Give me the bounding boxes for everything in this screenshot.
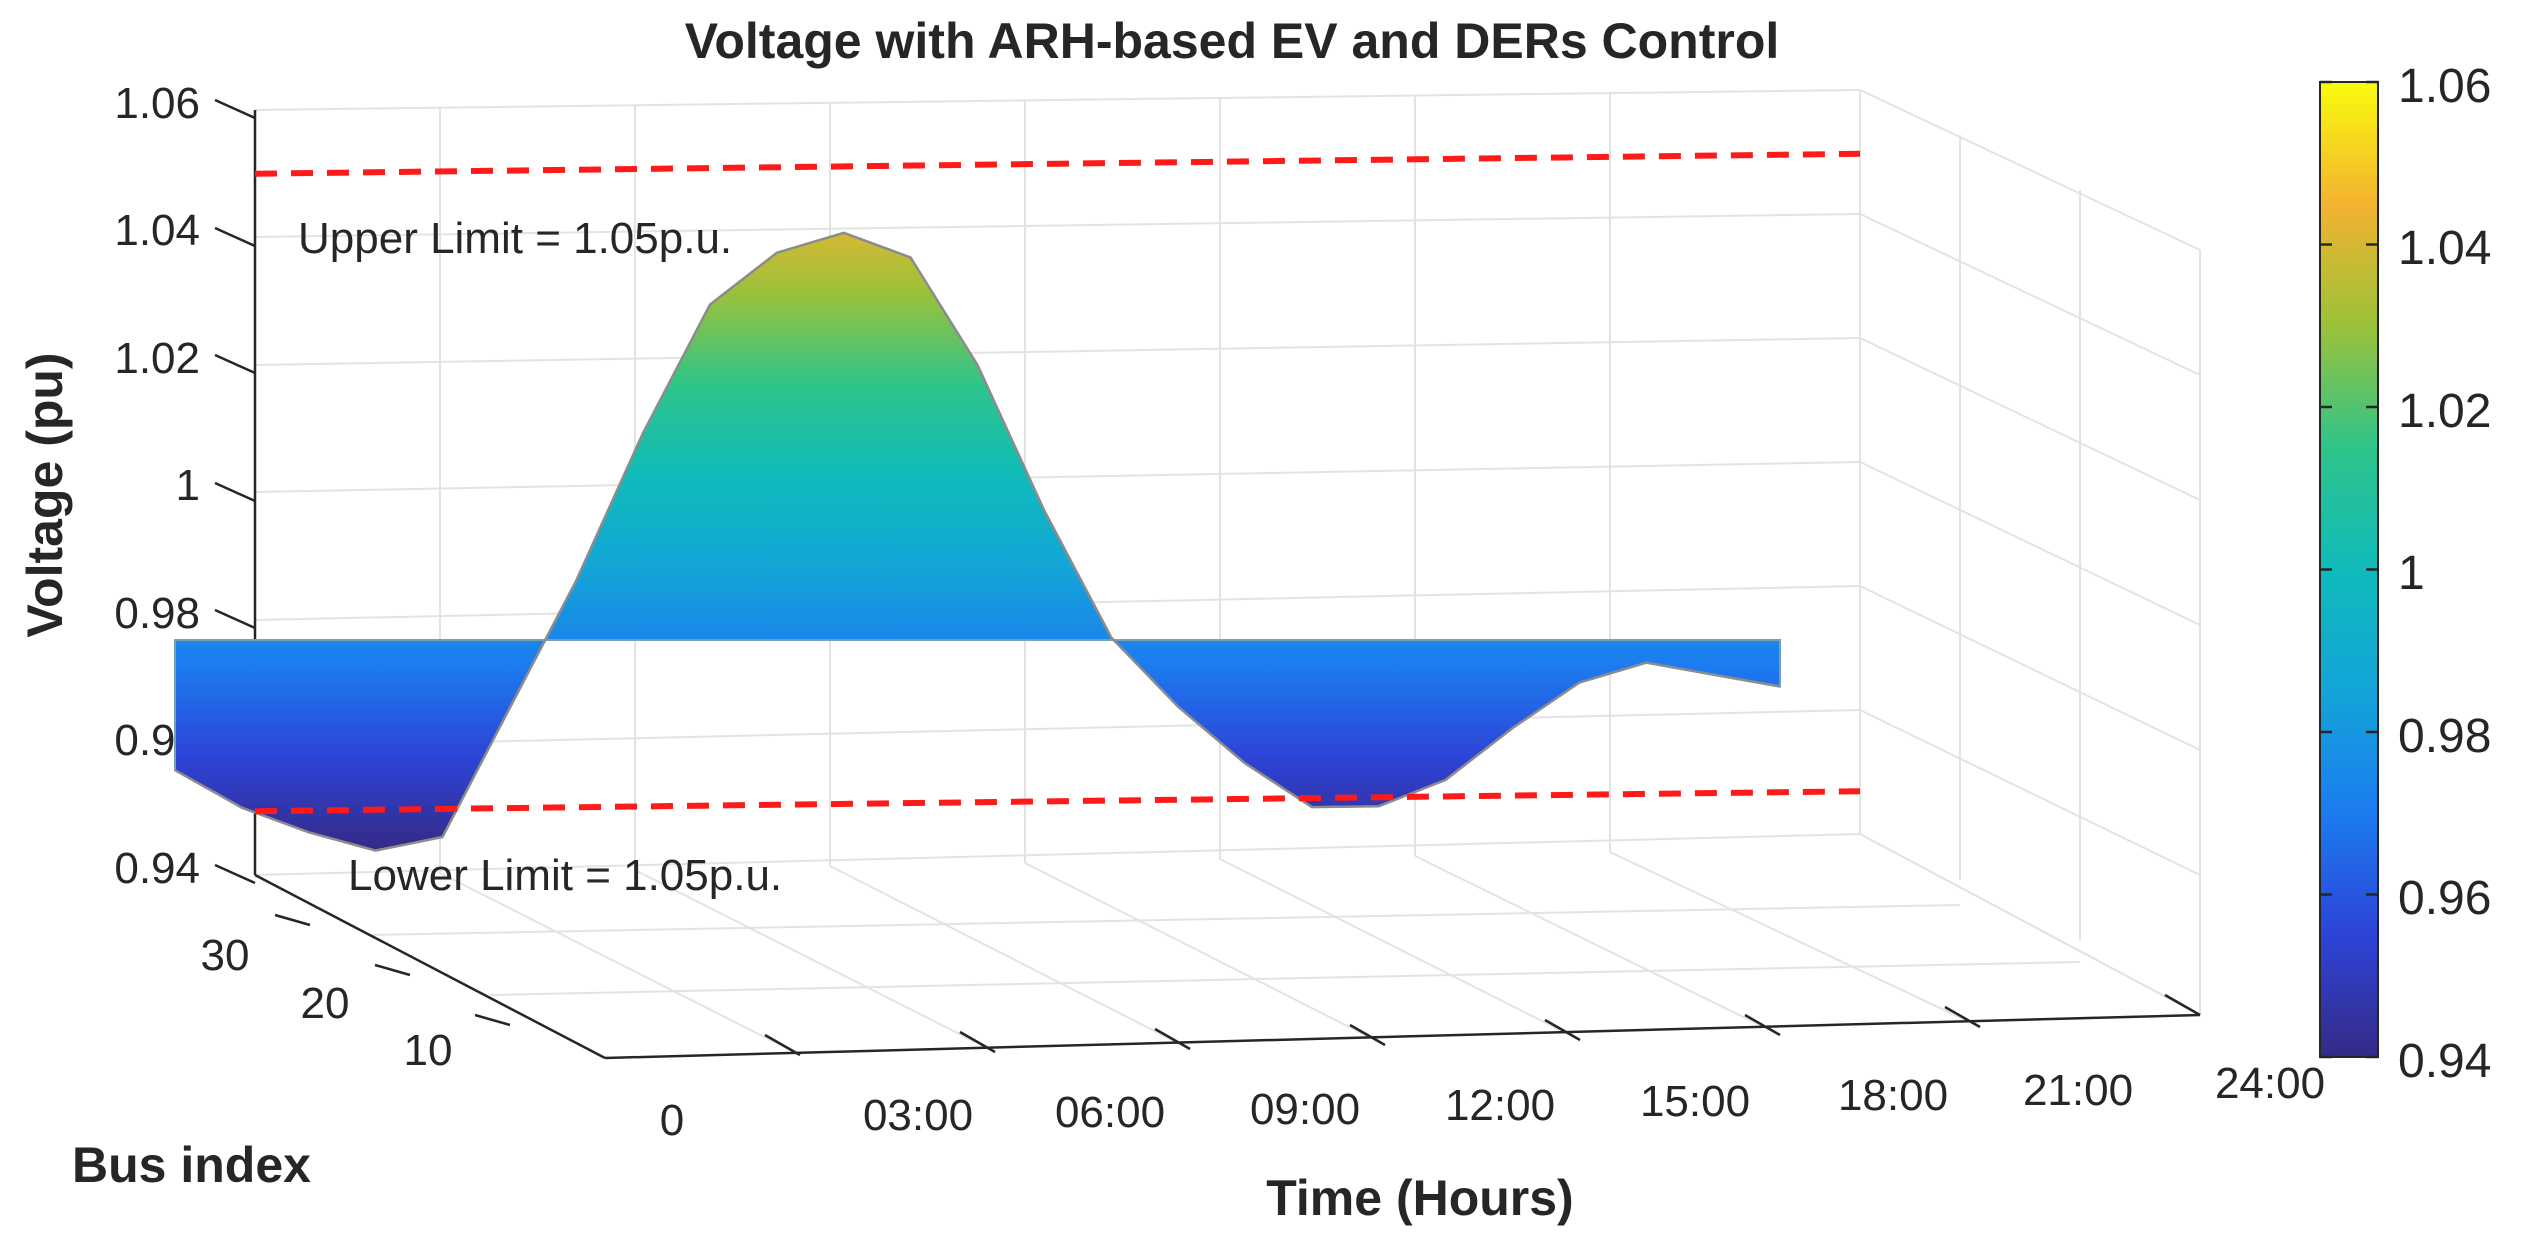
x-tick-label: 12:00 bbox=[1445, 1081, 1555, 1130]
z-tick-label: 1.04 bbox=[114, 206, 200, 255]
z-tick-label: 0.94 bbox=[114, 844, 200, 893]
z-tick-labels: 1.06 1.04 1.02 1 0.98 0.96 0.94 bbox=[114, 79, 200, 893]
y-tick-labels: 10 20 30 bbox=[201, 931, 453, 1075]
x-tick-label: 09:00 bbox=[1250, 1085, 1360, 1134]
voltage-surface bbox=[174, 231, 1781, 852]
surface-mesh-line bbox=[174, 231, 1781, 852]
y-tick-label: 20 bbox=[301, 979, 350, 1028]
x-tick-label: 03:00 bbox=[863, 1091, 973, 1140]
back-wall-grid bbox=[254, 89, 1861, 876]
chart-title: Voltage with ARH-based EV and DERs Contr… bbox=[685, 13, 1780, 69]
y-tick-marks bbox=[274, 913, 511, 1027]
x-tick-label: 15:00 bbox=[1640, 1077, 1750, 1126]
upper-limit-line bbox=[254, 150, 1861, 177]
z-tick-label: 1.02 bbox=[114, 334, 200, 383]
lower-limit-label: Lower Limit = 1.05p.u. bbox=[348, 851, 782, 900]
x-tick-label: 21:00 bbox=[2023, 1066, 2133, 1115]
colorbar-tick-label: 1.04 bbox=[2398, 222, 2491, 275]
x-tick-label: 06:00 bbox=[1055, 1088, 1165, 1137]
colorbar-tick-label: 1.02 bbox=[2398, 385, 2491, 438]
z-tick-label: 1 bbox=[176, 461, 200, 510]
colorbar-tick-label: 1.06 bbox=[2398, 60, 2491, 113]
x-axis-label: Time (Hours) bbox=[1266, 1170, 1573, 1226]
x-tick-label: 18:00 bbox=[1838, 1071, 1948, 1120]
z-tick-marks bbox=[214, 98, 256, 885]
colorbar: 1.06 1.04 1.02 1 0.98 0.96 0.94 bbox=[2319, 60, 2491, 1088]
colorbar-tick-label: 0.94 bbox=[2398, 1035, 2491, 1088]
colorbar-tick-label: 0.98 bbox=[2398, 710, 2491, 763]
lower-limit-line bbox=[254, 788, 1861, 815]
colorbar-tick-label: 1 bbox=[2398, 547, 2425, 600]
z-axis-label: Voltage (pu) bbox=[17, 352, 73, 637]
surface-shape bbox=[174, 231, 1781, 852]
colorbar-tick-label: 0.96 bbox=[2398, 872, 2491, 925]
x-tick-marks bbox=[764, 993, 2201, 1057]
limit-lines bbox=[254, 150, 1861, 815]
x-tick-label: 0 bbox=[660, 1096, 684, 1145]
x-tick-label: 24:00 bbox=[2215, 1059, 2325, 1108]
z-tick-label: 1.06 bbox=[114, 79, 200, 128]
y-axis-label: Bus index bbox=[72, 1137, 311, 1193]
upper-limit-label: Upper Limit = 1.05p.u. bbox=[298, 214, 732, 263]
y-tick-label: 10 bbox=[404, 1026, 453, 1075]
x-tick-labels: 0 03:00 06:00 09:00 12:00 15:00 18:00 21… bbox=[660, 1059, 2325, 1145]
z-tick-label: 0.98 bbox=[114, 589, 200, 638]
y-tick-label: 30 bbox=[201, 931, 250, 980]
side-wall-grid bbox=[1859, 89, 2201, 1016]
